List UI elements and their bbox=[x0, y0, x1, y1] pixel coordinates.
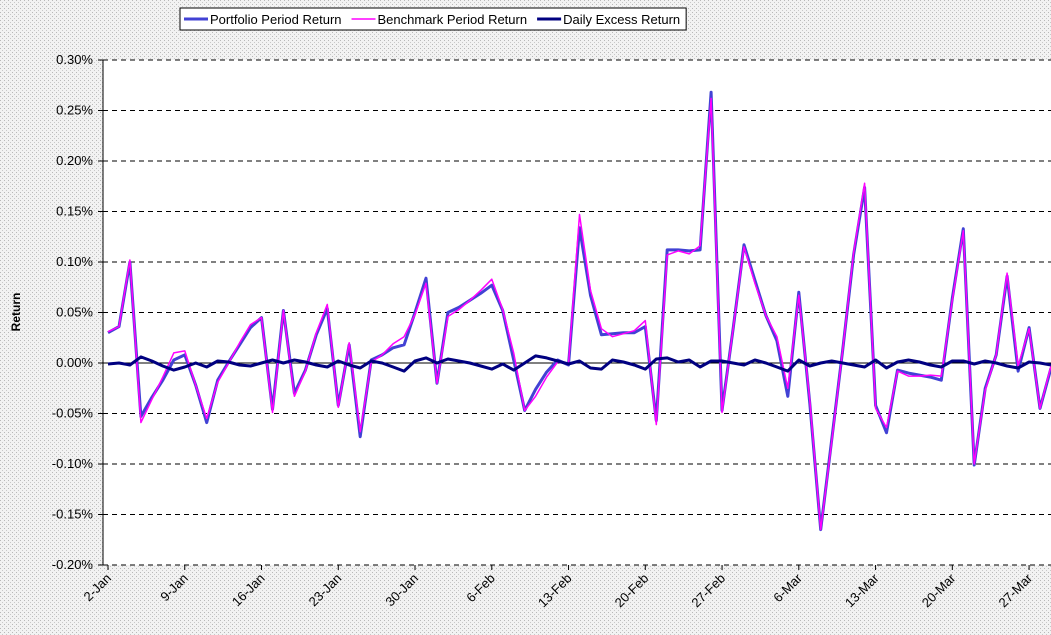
y-tick-label: 0.05% bbox=[56, 305, 93, 320]
legend: Portfolio Period Return Benchmark Period … bbox=[179, 7, 687, 31]
y-tick-label: -0.15% bbox=[52, 507, 94, 522]
y-tick-label: 0.30% bbox=[56, 52, 93, 67]
y-tick-label: 0.15% bbox=[56, 204, 93, 219]
legend-box bbox=[179, 7, 687, 31]
y-tick-label: -0.10% bbox=[52, 456, 94, 471]
legend-label: Benchmark Period Return bbox=[378, 12, 528, 27]
series-line bbox=[107, 97, 1051, 531]
y-axis-title: Return bbox=[9, 293, 23, 332]
y-tick-label: -0.05% bbox=[52, 406, 94, 421]
legend-label: Portfolio Period Return bbox=[210, 12, 342, 27]
y-tick-label: 0.25% bbox=[56, 103, 93, 118]
series-line bbox=[107, 354, 1051, 373]
legend-label: Daily Excess Return bbox=[563, 12, 680, 27]
y-tick-label: -0.20% bbox=[52, 557, 94, 572]
y-tick-label: 0.00% bbox=[56, 355, 93, 370]
y-tick-label: 0.10% bbox=[56, 254, 93, 269]
y-tick-label: 0.20% bbox=[56, 153, 93, 168]
